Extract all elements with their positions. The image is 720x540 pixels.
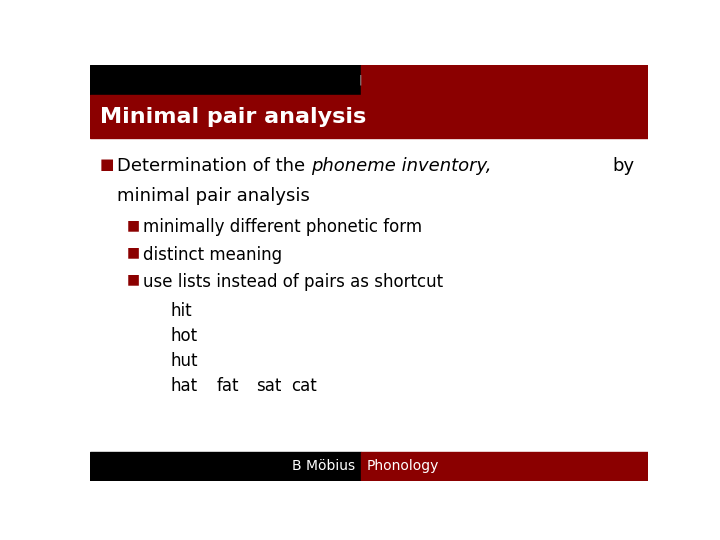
Text: phoneme inventory,: phoneme inventory, <box>310 157 491 175</box>
Bar <box>361 65 648 94</box>
Text: Determination of the: Determination of the <box>117 157 310 175</box>
Text: hot: hot <box>171 327 198 345</box>
Text: ■: ■ <box>126 246 140 260</box>
Text: hat: hat <box>171 377 198 395</box>
Text: |: | <box>359 75 362 85</box>
Text: Phonology: Phonology <box>366 460 438 474</box>
Text: by: by <box>612 157 634 175</box>
Text: hit: hit <box>171 302 192 320</box>
Text: Minimal pair analysis: Minimal pair analysis <box>100 106 366 126</box>
Bar <box>90 65 361 94</box>
Text: B Möbius: B Möbius <box>292 460 355 474</box>
Text: cat: cat <box>291 377 317 395</box>
Text: ■: ■ <box>100 157 114 172</box>
Text: minimally different phonetic form: minimally different phonetic form <box>143 219 422 237</box>
Text: ■: ■ <box>126 219 140 233</box>
Text: sat: sat <box>256 377 281 395</box>
Text: fat: fat <box>217 377 239 395</box>
Bar <box>90 453 361 481</box>
Bar <box>361 453 648 481</box>
Text: minimal pair analysis: minimal pair analysis <box>117 187 310 205</box>
Text: hut: hut <box>171 352 199 370</box>
Bar <box>90 94 648 138</box>
Text: use lists instead of pairs as shortcut: use lists instead of pairs as shortcut <box>143 273 443 291</box>
Text: ■: ■ <box>126 273 140 287</box>
Text: distinct meaning: distinct meaning <box>143 246 282 264</box>
